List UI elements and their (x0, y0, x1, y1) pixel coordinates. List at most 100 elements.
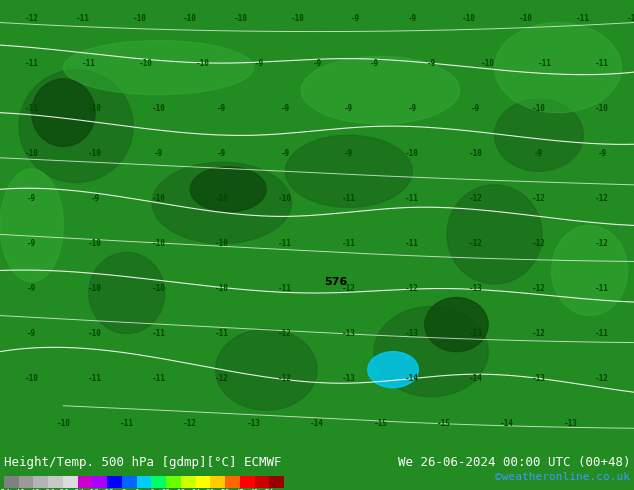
Text: -14: -14 (469, 374, 482, 383)
Text: -11: -11 (25, 104, 39, 113)
Text: -9: -9 (534, 149, 543, 158)
Text: -11: -11 (342, 194, 356, 203)
Text: 36: 36 (221, 489, 230, 490)
Text: -10: -10 (532, 104, 546, 113)
Ellipse shape (63, 41, 254, 95)
Text: -9: -9 (351, 14, 359, 23)
Text: -12: -12 (342, 284, 356, 293)
Text: 24: 24 (191, 489, 200, 490)
Text: -9: -9 (344, 104, 353, 113)
Text: -12: -12 (278, 374, 292, 383)
Text: -11: -11 (342, 239, 356, 248)
FancyBboxPatch shape (19, 476, 34, 488)
Text: -11: -11 (405, 194, 419, 203)
Text: -10: -10 (462, 14, 476, 23)
Text: -48: -48 (12, 489, 25, 490)
Text: -13: -13 (469, 284, 482, 293)
FancyBboxPatch shape (210, 476, 225, 488)
Text: -12: -12 (532, 239, 546, 248)
Text: -12: -12 (595, 374, 609, 383)
Text: -11: -11 (538, 59, 552, 68)
Text: -9: -9 (256, 59, 264, 68)
Text: -12: -12 (595, 239, 609, 248)
Text: -12: -12 (532, 284, 546, 293)
Text: -13: -13 (247, 419, 261, 428)
Text: -36: -36 (41, 489, 55, 490)
Text: -10: -10 (519, 14, 533, 23)
Text: -11: -11 (278, 284, 292, 293)
Text: -10: -10 (196, 59, 210, 68)
Ellipse shape (495, 23, 621, 113)
Text: -42: -42 (27, 489, 41, 490)
Ellipse shape (0, 169, 63, 282)
Text: -11: -11 (75, 14, 89, 23)
Text: -9: -9 (281, 104, 290, 113)
Text: -9: -9 (27, 194, 36, 203)
Text: ©weatheronline.co.uk: ©weatheronline.co.uk (495, 472, 630, 482)
Text: -9: -9 (344, 149, 353, 158)
Text: -9: -9 (598, 149, 607, 158)
Text: -10: -10 (215, 194, 229, 203)
FancyBboxPatch shape (78, 476, 93, 488)
FancyBboxPatch shape (254, 476, 269, 488)
Text: -9: -9 (27, 239, 36, 248)
FancyBboxPatch shape (93, 476, 107, 488)
Ellipse shape (447, 185, 542, 284)
Ellipse shape (285, 135, 412, 207)
Text: -11: -11 (25, 59, 39, 68)
FancyBboxPatch shape (137, 476, 152, 488)
Text: -9: -9 (281, 149, 290, 158)
Text: -18: -18 (86, 489, 100, 490)
Text: -10: -10 (469, 149, 482, 158)
Text: -12: -12 (215, 374, 229, 383)
Text: -11: -11 (405, 239, 419, 248)
Text: -12: -12 (469, 239, 482, 248)
Text: -9: -9 (217, 104, 226, 113)
Text: -10: -10 (183, 14, 197, 23)
FancyBboxPatch shape (181, 476, 195, 488)
Text: -9: -9 (313, 59, 321, 68)
Text: -9: -9 (91, 194, 100, 203)
Text: -10: -10 (152, 194, 165, 203)
Text: -10: -10 (291, 14, 305, 23)
Text: -10: -10 (88, 149, 102, 158)
Text: -13: -13 (469, 329, 482, 338)
FancyBboxPatch shape (225, 476, 240, 488)
Text: 18: 18 (176, 489, 186, 490)
FancyBboxPatch shape (269, 476, 284, 488)
Text: 12: 12 (162, 489, 171, 490)
Text: -11: -11 (595, 329, 609, 338)
Ellipse shape (216, 329, 317, 410)
Text: -54: -54 (0, 489, 11, 490)
Text: 576: 576 (325, 277, 347, 287)
Text: -11: -11 (152, 329, 165, 338)
Text: -12: -12 (595, 194, 609, 203)
Text: -9: -9 (408, 104, 417, 113)
Text: -11: -11 (152, 374, 165, 383)
Text: Height/Temp. 500 hPa [gdmp][°C] ECMWF: Height/Temp. 500 hPa [gdmp][°C] ECMWF (4, 456, 281, 469)
Ellipse shape (89, 252, 165, 334)
FancyBboxPatch shape (152, 476, 166, 488)
Text: -13: -13 (405, 329, 419, 338)
Text: -10: -10 (278, 194, 292, 203)
Text: -15: -15 (437, 419, 451, 428)
Text: -9: -9 (370, 59, 378, 68)
Ellipse shape (190, 167, 266, 212)
Text: -11: -11 (88, 374, 102, 383)
FancyBboxPatch shape (195, 476, 210, 488)
Text: -10: -10 (88, 239, 102, 248)
Ellipse shape (552, 225, 628, 316)
Text: -12: -12 (183, 419, 197, 428)
Ellipse shape (495, 99, 583, 172)
Text: -11: -11 (595, 284, 609, 293)
Text: We 26-06-2024 00:00 UTC (00+48): We 26-06-2024 00:00 UTC (00+48) (398, 456, 630, 469)
Text: -9: -9 (408, 14, 417, 23)
Text: -12: -12 (532, 194, 546, 203)
Text: -11: -11 (576, 14, 590, 23)
Text: -11: -11 (82, 59, 96, 68)
Text: -10: -10 (88, 104, 102, 113)
Text: -9: -9 (217, 149, 226, 158)
FancyBboxPatch shape (107, 476, 122, 488)
Text: -10: -10 (56, 419, 70, 428)
Text: -12: -12 (532, 329, 546, 338)
